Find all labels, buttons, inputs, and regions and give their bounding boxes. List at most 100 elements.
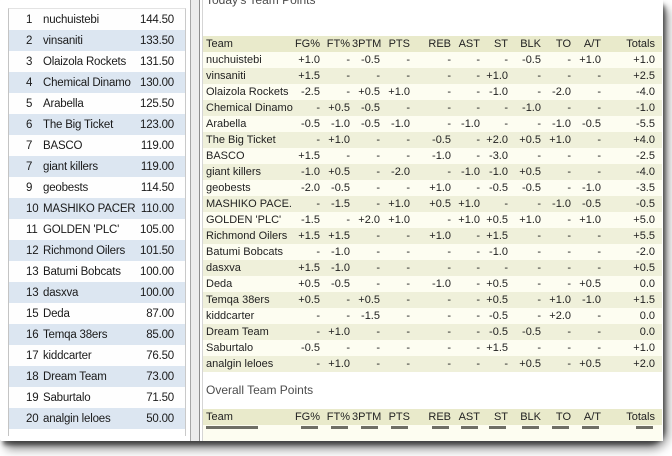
stat-cell: - <box>406 70 410 82</box>
standings-rank: 1 <box>26 13 33 26</box>
clipped-cell <box>482 425 510 441</box>
clipped-cell <box>352 425 382 441</box>
stat-cell: - <box>537 118 541 130</box>
stat-cell: - <box>376 358 380 370</box>
stat-cell: - <box>376 278 380 290</box>
standings-row: 1 nuchuistebi 144.50 <box>9 9 185 30</box>
stat-cell: - <box>504 262 508 274</box>
team-cell: BASCO <box>206 150 245 162</box>
stat-cell: -3.0 <box>489 150 508 162</box>
stat-cell: +5.0 <box>633 214 655 226</box>
points-row: giant killers -1.0 +0.5- -2.0- -1.0 -1.0 +0.5-… <box>203 164 662 180</box>
stat-cell: - <box>476 342 480 354</box>
team-cell: Olaizola Rockets <box>206 86 289 98</box>
stat-cell: +1.0 <box>388 214 410 226</box>
stat-cell: +1.5 <box>298 262 320 274</box>
stat-cell: - <box>567 54 571 66</box>
stat-cell: -4.0 <box>636 166 655 178</box>
stat-cell: - <box>476 230 480 242</box>
standings-row: 19 Saburtalo 71.50 <box>9 387 185 408</box>
standings-points: 119.00 <box>140 160 174 173</box>
stat-cell: +0.5 <box>579 278 601 290</box>
column-header: 3PTM <box>352 409 382 425</box>
column-header: FT% <box>322 36 352 52</box>
column-header: FG% <box>293 36 322 52</box>
standings-team: Olaizola Rockets <box>43 55 127 68</box>
stat-cell: +1.0 <box>579 214 601 226</box>
today-section-title: Today's Team Points <box>206 0 316 7</box>
panel-splitter[interactable] <box>190 0 200 441</box>
stat-cell: - <box>597 86 601 98</box>
stat-cell: +0.5 <box>579 358 601 370</box>
stat-cell: - <box>406 246 410 258</box>
stat-cell: -1.0 <box>432 150 451 162</box>
standings-row: 13 Batumi Bobcats 100.00 <box>9 261 185 282</box>
clipped-cell <box>322 425 352 441</box>
stat-cell: - <box>537 198 541 210</box>
standings-points: 130.00 <box>140 76 174 89</box>
standings-rank: 7 <box>26 160 33 173</box>
standings-rank: 2 <box>26 34 33 47</box>
stat-cell: - <box>447 326 451 338</box>
stat-cell: - <box>376 198 380 210</box>
points-row: GOLDEN 'PLC' -1.5- +2.0 +1.0- +1.0 +0.5 +1.0- +… <box>203 212 662 228</box>
stat-cell: -1.0 <box>582 294 601 306</box>
standings-row: 18 Dream Team 73.00 <box>9 366 185 387</box>
stat-cell: - <box>567 70 571 82</box>
team-cell: Richmond Oilers <box>206 230 288 242</box>
stat-cell: -1.0 <box>432 278 451 290</box>
stat-cell: +0.5 <box>328 166 350 178</box>
stat-cell: -0.5 <box>361 118 380 130</box>
standings-row: 7 giant killers 119.00 <box>9 156 185 177</box>
stat-cell: +1.0 <box>519 214 541 226</box>
clipped-cell <box>573 425 603 441</box>
stat-cell: -1.0 <box>489 86 508 98</box>
stat-cell: -1.5 <box>331 198 350 210</box>
stat-cell: - <box>537 70 541 82</box>
standings-team: giant killers <box>43 160 98 173</box>
stat-cell: - <box>476 310 480 322</box>
stat-cell: - <box>316 134 320 146</box>
stat-cell: - <box>537 246 541 258</box>
team-cell: Deda <box>206 278 233 290</box>
stat-cell: -1.0 <box>552 198 571 210</box>
stat-cell: +1.0 <box>633 54 655 66</box>
stat-cell: - <box>567 246 571 258</box>
team-cell: vinsaniti <box>206 70 246 82</box>
today-title-clip: Today's Team Points <box>203 0 663 8</box>
stat-cell: -0.5 <box>582 118 601 130</box>
standings-team: Temqa 38ers <box>43 328 108 341</box>
stat-cell: - <box>567 230 571 242</box>
team-cell: Saburtalo <box>206 342 254 354</box>
stat-cell: -2.0 <box>301 182 320 194</box>
points-row: Arabella -0.5 -1.0 -0.5 -1.0- -1.0- - -1.0 -0.5-… <box>203 116 662 132</box>
stat-cell: - <box>476 326 480 338</box>
stat-cell: - <box>476 54 480 66</box>
stat-cell: +1.0 <box>328 358 350 370</box>
stat-cell: -0.5 <box>522 182 541 194</box>
standings-row: 2 vinsaniti 133.50 <box>9 30 185 51</box>
stat-cell: 0.0 <box>639 310 655 322</box>
stat-cell: - <box>597 166 601 178</box>
stat-cell: -1.0 <box>489 246 508 258</box>
stat-cell: - <box>597 102 601 114</box>
standings-points: 50.00 <box>146 412 174 425</box>
team-cell: Arabella <box>206 118 247 130</box>
standings-rank: 16 <box>26 328 39 341</box>
stat-cell: - <box>447 358 451 370</box>
standings-team: Dream Team <box>43 370 107 383</box>
stat-cell: - <box>476 86 480 98</box>
points-row: BASCO +1.5- - - -1.0- -3.0- - - -2.5 <box>203 148 662 164</box>
stat-cell: - <box>316 198 320 210</box>
stat-cell: -2.0 <box>636 246 655 258</box>
standings-points: 87.00 <box>146 307 174 320</box>
stat-cell: - <box>476 246 480 258</box>
stat-cell: 0.0 <box>639 278 655 290</box>
points-row: Batumi Bobcats - -1.0- - - - -1.0- - - -2.0 <box>203 244 662 260</box>
team-cell: geobests <box>206 182 251 194</box>
stat-cell: -0.5 <box>331 182 350 194</box>
clipped-cell <box>412 425 453 441</box>
stat-cell: - <box>504 358 508 370</box>
today-header-row: Team FG% FT% 3PTM PTS REB AST ST BLK TO A/T Totals <box>203 36 662 52</box>
standings-points: 85.00 <box>146 328 174 341</box>
